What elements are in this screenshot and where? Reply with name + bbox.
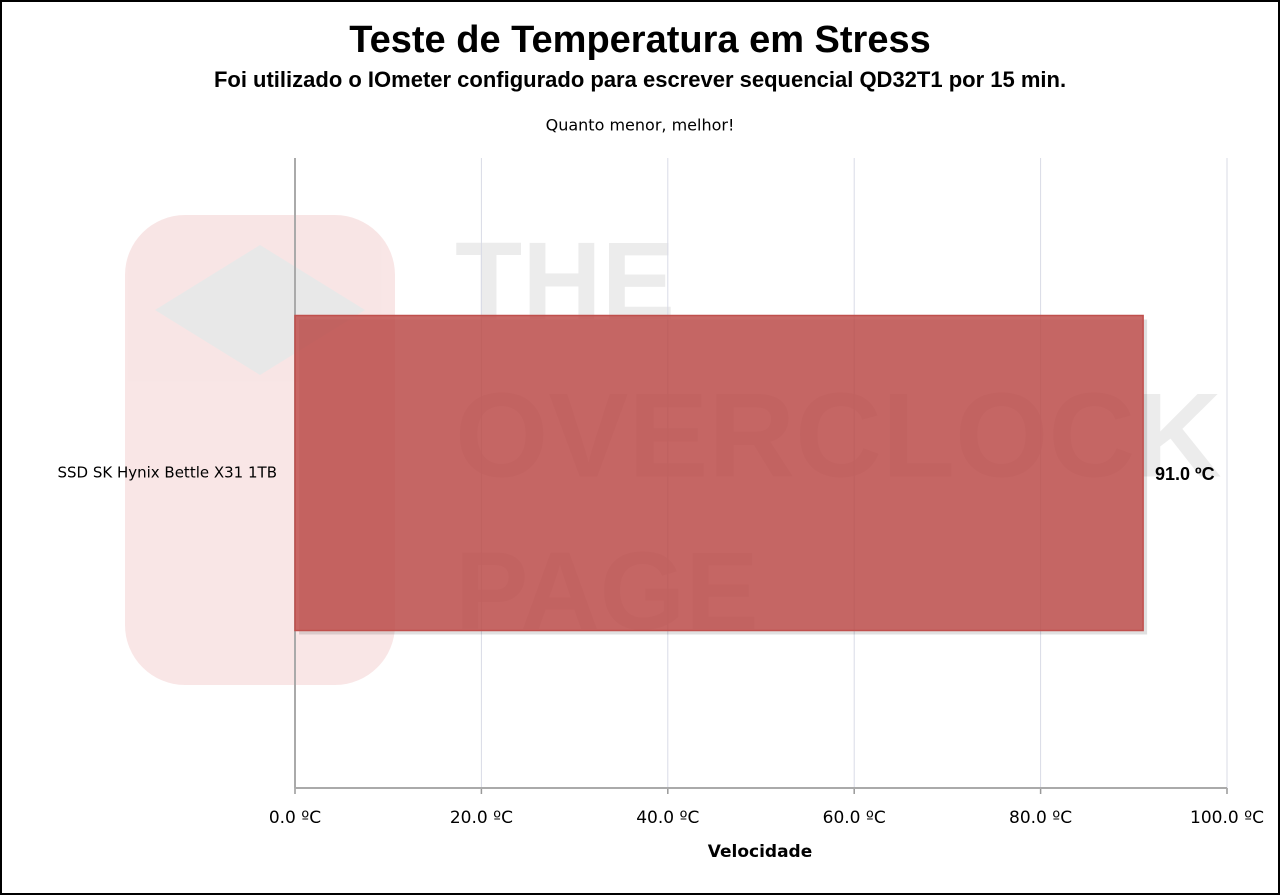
x-tick-label: 60.0 ºC <box>823 808 886 828</box>
x-tick-label: 0.0 ºC <box>269 808 321 828</box>
value-label: 91.0 ºC <box>1155 464 1215 484</box>
bar <box>294 314 1144 632</box>
chart-title: Teste de Temperatura em Stress <box>349 19 931 61</box>
x-axis-label: Velocidade <box>708 842 813 862</box>
x-tick-label: 100.0 ºC <box>1190 808 1264 828</box>
chart-subtitle: Foi utilizado o IOmeter configurado para… <box>214 67 1066 92</box>
x-tick-label: 40.0 ºC <box>636 808 699 828</box>
annotation: Quanto menor, melhor! <box>546 116 735 135</box>
y-tick-label: SSD SK Hynix Bettle X31 1TB <box>57 464 277 482</box>
x-tick-label: 20.0 ºC <box>450 808 513 828</box>
x-tick-label: 80.0 ºC <box>1009 808 1072 828</box>
